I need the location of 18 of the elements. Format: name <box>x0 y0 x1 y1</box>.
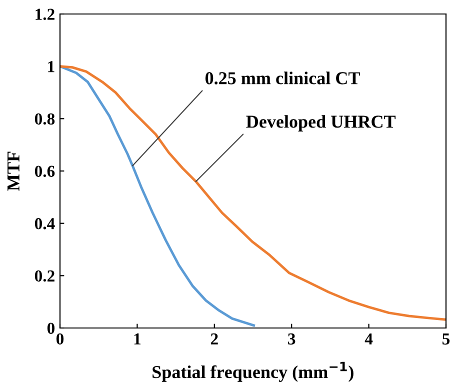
annotation: Developed UHRCT <box>246 115 396 132</box>
y-tick-label: 1 <box>48 61 54 72</box>
x-tick-label: 3 <box>288 333 296 345</box>
x-tick-label: 2 <box>210 333 218 344</box>
y-axis-title: MTF <box>8 152 20 191</box>
x-axis-title: Spatial frequency (mm$^{−1}$) <box>152 362 354 382</box>
y-tick-label: 0.8 <box>34 113 55 125</box>
x-tick-label: 0 <box>56 333 64 345</box>
y-tick-label: 0.2 <box>34 270 54 282</box>
x-tick-label: 1 <box>134 333 141 344</box>
y-tick-label: 0.6 <box>34 166 55 178</box>
x-tick-label: 5 <box>442 334 450 345</box>
y-tick-label: 0 <box>47 322 55 334</box>
y-tick-label: 0.4 <box>34 218 55 230</box>
y-tick-label: 1.2 <box>36 8 54 20</box>
x-tick-label: 4 <box>364 333 373 344</box>
annotation: 0.25 mm clinical CT <box>205 72 360 84</box>
line-series <box>60 65 446 321</box>
